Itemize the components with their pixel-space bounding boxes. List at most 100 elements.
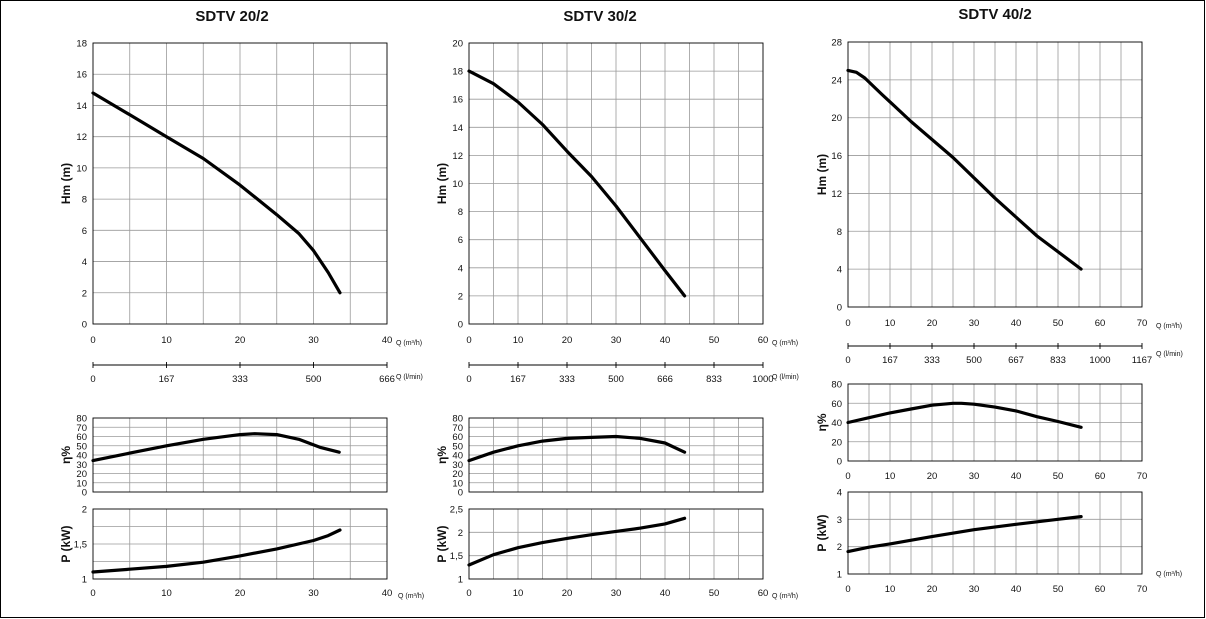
x-tick-label: 30 (969, 318, 980, 329)
x-tick-label: 10 (513, 335, 524, 346)
x-tick-label: 50 (1053, 584, 1064, 595)
y-tick-label: 60 (76, 432, 87, 443)
y-tick-label: 40 (452, 451, 463, 462)
secondary-flow-axis: 0 167 333 500 666 Q (l/min) (90, 362, 423, 385)
y-axis-label: P (kW) (59, 525, 73, 562)
plot-frame (847, 491, 1143, 575)
y-tick-label: 60 (452, 432, 463, 443)
y-axis-label: η% (815, 413, 829, 431)
plot-frame (468, 42, 764, 325)
x-tick-label: 20 (235, 588, 246, 599)
secondary-tick-label: 0 (90, 374, 95, 385)
x-tick-label: 10 (885, 584, 896, 595)
x-tick-label: 60 (758, 588, 769, 599)
y-tick-label: 1 (82, 575, 87, 586)
x-axis-label: Q (m³/h) (396, 340, 422, 347)
secondary-tick-label: 167 (159, 374, 175, 385)
x-tick-label: 0 (90, 588, 95, 599)
x-tick-label: 70 (1137, 318, 1148, 329)
y-tick-label: 14 (452, 123, 463, 134)
head-curve (91, 91, 342, 295)
y-tick-label: 10 (452, 179, 463, 190)
y-tick-label: 12 (452, 151, 463, 162)
x-tick-label: 20 (235, 335, 246, 346)
y-tick-label: 40 (76, 451, 87, 462)
x-tick-label: 40 (1011, 584, 1022, 595)
x-tick-label: 40 (1011, 318, 1022, 329)
head-panel: 0 2 4 6 8 10 12 14 16 18 0 10 20 30 40 Q (m³/h) Hm (m) (59, 39, 422, 348)
y-axis-label: Hm (m) (815, 154, 829, 195)
secondary-axis-label: Q (l/min) (772, 374, 799, 381)
y-tick-label: 70 (452, 423, 463, 434)
y-tick-label: 28 (831, 38, 842, 49)
x-tick-label: 70 (1137, 584, 1148, 595)
x-tick-label: 30 (308, 588, 319, 599)
y-tick-label: 80 (831, 380, 842, 391)
y-tick-label: 0 (82, 320, 87, 331)
y-tick-label: 2,5 (450, 505, 463, 516)
y-tick-label: 20 (452, 469, 463, 480)
y-axis-label: Hm (m) (59, 163, 73, 204)
power-panel: 11,520 10 20 30 40 Q (m³/h)P (kW) (59, 505, 424, 601)
secondary-tick-label: 667 (1008, 355, 1024, 366)
x-tick-label: 40 (382, 588, 393, 599)
secondary-tick-label: 333 (559, 374, 575, 385)
eff-curve (91, 432, 341, 463)
secondary-tick-label: 333 (232, 374, 248, 385)
y-tick-label: 0 (458, 488, 463, 499)
x-tick-label: 0 (845, 471, 850, 482)
x-axis-label: Q (m³/h) (398, 593, 424, 600)
x-tick-label: 10 (161, 335, 172, 346)
y-tick-label: 18 (452, 67, 463, 78)
head-curve (467, 69, 687, 298)
x-tick-label: 30 (611, 335, 622, 346)
y-tick-label: 6 (458, 235, 463, 246)
x-tick-label: 60 (1095, 471, 1106, 482)
plot-frame (92, 508, 388, 580)
power-curve (846, 515, 1083, 554)
x-tick-label: 0 (466, 335, 471, 346)
y-tick-label: 2 (837, 542, 842, 553)
y-tick-label: 18 (76, 39, 87, 50)
secondary-tick-label: 833 (706, 374, 722, 385)
y-tick-label: 20 (452, 39, 463, 50)
y-tick-label: 3 (837, 515, 842, 526)
y-tick-label: 16 (831, 151, 842, 162)
y-tick-label: 12 (76, 132, 87, 143)
x-axis-label: Q (m³/h) (1156, 571, 1182, 578)
eff-panel: 0 20 40 60 80 0 10 20 30 40 50 60 70 η% (815, 380, 1147, 483)
y-tick-label: 1 (458, 575, 463, 586)
plot-frame (92, 417, 388, 493)
secondary-tick-label: 167 (882, 355, 898, 366)
y-axis-label: Hm (m) (435, 163, 449, 204)
plot-frame (847, 41, 1143, 308)
x-axis-label: Q (m³/h) (772, 593, 798, 600)
secondary-tick-label: 1000 (752, 374, 773, 385)
y-tick-label: 16 (76, 70, 87, 81)
y-tick-label: 20 (831, 113, 842, 124)
y-tick-label: 20 (831, 437, 842, 448)
plot-frame (468, 417, 764, 493)
x-tick-label: 40 (660, 335, 671, 346)
power-curve (91, 528, 342, 574)
eff-curve (467, 434, 687, 463)
secondary-axis-label: Q (l/min) (1156, 351, 1183, 358)
eff-curve (846, 401, 1083, 429)
y-tick-label: 10 (452, 478, 463, 489)
y-tick-label: 8 (837, 227, 842, 238)
x-tick-label: 40 (1011, 471, 1022, 482)
y-tick-label: 0 (458, 320, 463, 331)
x-tick-label: 10 (513, 588, 524, 599)
x-tick-label: 20 (927, 584, 938, 595)
y-tick-label: 4 (837, 265, 842, 276)
y-tick-label: 4 (458, 263, 463, 274)
y-tick-label: 8 (458, 207, 463, 218)
y-tick-label: 30 (452, 460, 463, 471)
y-tick-label: 16 (452, 95, 463, 106)
y-tick-label: 2 (82, 505, 87, 516)
x-axis-label: Q (m³/h) (1156, 323, 1182, 330)
